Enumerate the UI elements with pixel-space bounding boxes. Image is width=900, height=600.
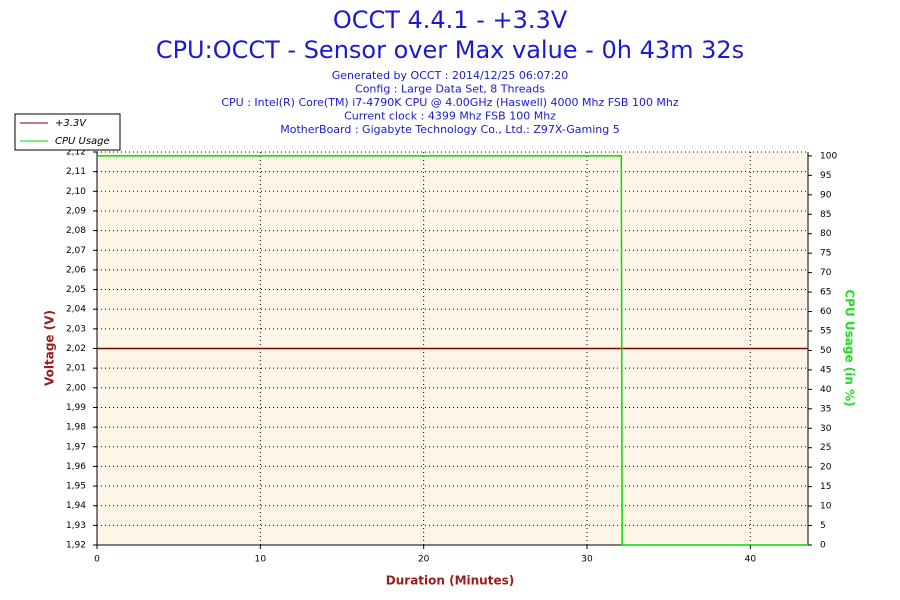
y-tick-label: 1,98 xyxy=(66,423,86,433)
y-tick-label: 2,12 xyxy=(66,148,86,158)
y2-tick-label: 15 xyxy=(820,482,831,492)
y2-tick-label: 30 xyxy=(820,424,832,434)
info-line: Config : Large Data Set, 8 Threads xyxy=(355,83,545,96)
y-tick-label: 2,06 xyxy=(66,265,86,275)
legend-label: CPU Usage xyxy=(55,136,110,147)
info-line: Generated by OCCT : 2014/12/25 06:07:20 xyxy=(332,69,569,82)
y-tick-label: 1,95 xyxy=(66,482,86,492)
y2-tick-label: 25 xyxy=(820,443,831,453)
y2-tick-label: 40 xyxy=(820,385,832,395)
y-tick-label: 2,09 xyxy=(66,206,86,216)
x-tick-label: 0 xyxy=(94,555,100,565)
legend-label: +3.3V xyxy=(55,118,87,129)
y-tick-label: 2,00 xyxy=(66,383,86,393)
y-tick-label: 2,03 xyxy=(66,324,86,334)
y2-tick-label: 45 xyxy=(820,365,831,375)
y2-tick-label: 60 xyxy=(820,307,832,317)
info-line: Current clock : 4399 Mhz FSB 100 Mhz xyxy=(344,110,556,123)
x-tick-label: 20 xyxy=(418,555,430,565)
y-tick-label: 2,04 xyxy=(66,305,86,315)
y-tick-label: 1,92 xyxy=(66,541,86,551)
x-tick-label: 40 xyxy=(745,555,757,565)
series-line xyxy=(97,155,808,546)
chart-subtitle: CPU:OCCT - Sensor over Max value - 0h 43… xyxy=(156,36,744,64)
x-tick-label: 30 xyxy=(581,555,593,565)
y2-tick-label: 95 xyxy=(820,171,831,181)
y-tick-label: 2,02 xyxy=(66,344,86,354)
y2-tick-label: 20 xyxy=(820,463,832,473)
y2-tick-label: 10 xyxy=(820,502,832,512)
y-tick-label: 2,11 xyxy=(66,167,86,177)
y2-tick-label: 0 xyxy=(820,541,826,551)
y2-tick-label: 85 xyxy=(820,210,831,220)
y-tick-label: 2,10 xyxy=(66,187,86,197)
chart-title: OCCT 4.4.1 - +3.3V xyxy=(333,6,568,34)
y2-tick-label: 55 xyxy=(820,326,831,336)
y-tick-label: 2,07 xyxy=(66,246,86,256)
y-tick-label: 1,97 xyxy=(66,442,86,452)
y2-tick-label: 80 xyxy=(820,229,832,239)
y-tick-label: 1,94 xyxy=(66,501,86,511)
y2-axis-label: CPU Usage (in %) xyxy=(843,289,857,406)
y2-tick-label: 90 xyxy=(820,190,832,200)
y2-tick-label: 50 xyxy=(820,346,832,356)
y-tick-label: 1,93 xyxy=(66,521,86,531)
x-axis-label: Duration (Minutes) xyxy=(386,574,514,588)
legend-box xyxy=(14,113,121,151)
x-tick-label: 10 xyxy=(255,555,267,565)
y-tick-label: 2,01 xyxy=(66,364,86,374)
y2-tick-label: 70 xyxy=(820,268,832,278)
info-line: MotherBoard : Gigabyte Technology Co., L… xyxy=(280,123,620,136)
y-tick-label: 1,99 xyxy=(66,403,86,413)
y2-tick-label: 5 xyxy=(820,521,826,531)
y-tick-label: 2,08 xyxy=(66,226,86,236)
y2-tick-label: 75 xyxy=(820,249,831,259)
y-tick-label: 1,96 xyxy=(66,462,86,472)
y2-tick-label: 35 xyxy=(820,404,831,414)
y-axis-label: Voltage (V) xyxy=(43,310,57,386)
y2-tick-label: 65 xyxy=(820,288,831,298)
y-tick-label: 2,05 xyxy=(66,285,86,295)
info-line: CPU : Intel(R) Core(TM) i7-4790K CPU @ 4… xyxy=(221,96,679,109)
y2-tick-label: 100 xyxy=(820,151,837,161)
